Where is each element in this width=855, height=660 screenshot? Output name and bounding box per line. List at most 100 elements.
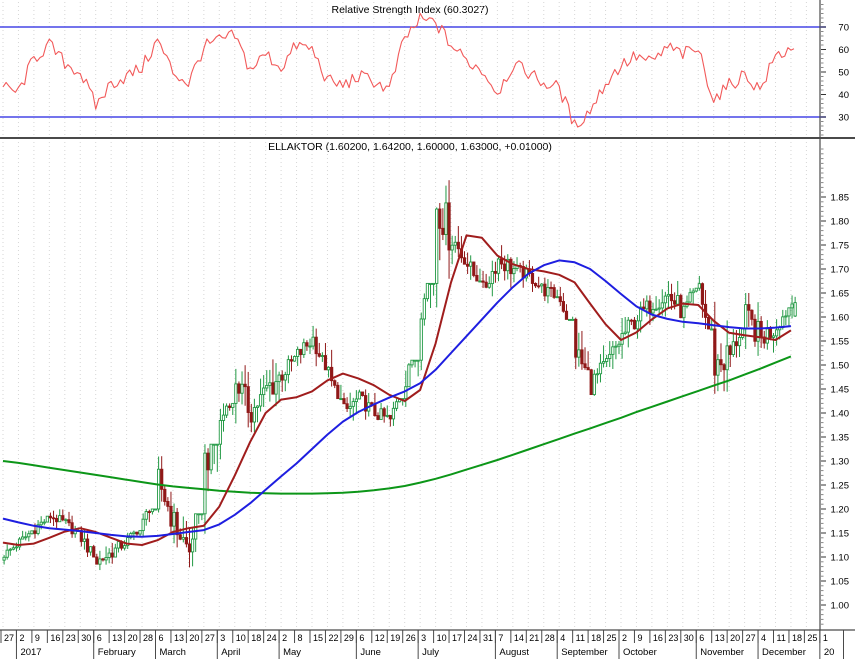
- candle-body: [734, 341, 739, 347]
- candle-body: [472, 261, 476, 276]
- candle-body: [360, 391, 365, 397]
- candle-body: [574, 318, 578, 358]
- date-label: 20: [189, 633, 199, 643]
- candle-body: [737, 337, 742, 347]
- candle-body: [784, 315, 788, 318]
- price-axis-label: 1.35: [831, 433, 850, 444]
- candle-body: [546, 286, 550, 297]
- price-axis-label: 1.60: [831, 313, 850, 324]
- candle-body: [537, 285, 541, 288]
- candle-body: [135, 531, 139, 535]
- price-axis-label: 1.05: [831, 577, 850, 588]
- month-label: June: [360, 647, 381, 658]
- candle-body: [617, 343, 621, 347]
- candle-body: [657, 307, 661, 310]
- candle-body: [141, 518, 145, 532]
- candle-body: [36, 524, 40, 534]
- candle-body: [336, 384, 340, 400]
- candle-body: [132, 531, 136, 535]
- candle-body: [299, 348, 303, 356]
- date-label: 6: [97, 633, 102, 643]
- candle-body: [153, 508, 158, 511]
- price-axis-label: 1.10: [831, 553, 850, 564]
- candle-body: [277, 374, 281, 383]
- candle-body: [17, 538, 22, 548]
- candle-body: [221, 414, 226, 421]
- candle-body: [351, 401, 355, 407]
- candle-body: [549, 286, 553, 289]
- candle-body: [95, 556, 99, 565]
- candle-body: [577, 349, 581, 358]
- candle-body: [419, 318, 423, 361]
- date-label: 6: [359, 633, 364, 643]
- candle-body: [744, 304, 748, 330]
- candle-body: [642, 306, 646, 310]
- candle-body: [51, 517, 56, 520]
- candle-body: [271, 382, 275, 395]
- month-label: July: [422, 647, 439, 658]
- date-label: 28: [143, 633, 153, 643]
- date-label: 8: [298, 633, 303, 643]
- date-label: 24: [468, 633, 478, 643]
- candle-body: [11, 547, 15, 550]
- month-label: December: [762, 647, 806, 658]
- candle-body: [302, 342, 306, 356]
- date-label: 10: [437, 633, 447, 643]
- candle-body: [663, 295, 667, 304]
- candle-body: [493, 271, 498, 274]
- candle-body: [249, 412, 253, 423]
- candle-body: [771, 335, 776, 338]
- candle-body: [775, 329, 779, 337]
- candle-body: [768, 328, 773, 338]
- candle-body: [787, 307, 791, 317]
- candle-body: [530, 272, 535, 284]
- candle-body: [487, 283, 491, 288]
- candle-body: [645, 300, 649, 310]
- candle-body: [181, 537, 185, 540]
- date-label: 20: [128, 633, 138, 643]
- candle-body: [598, 362, 603, 375]
- candle-body: [713, 328, 717, 376]
- candle-body: [707, 316, 711, 330]
- candle-body: [608, 353, 612, 360]
- candle-body: [558, 296, 562, 302]
- candle-body: [92, 546, 96, 558]
- candle-body: [651, 309, 655, 314]
- candle-body: [552, 287, 556, 298]
- date-label: 2: [282, 633, 287, 643]
- date-label: 23: [668, 633, 678, 643]
- date-label: 18: [792, 633, 802, 643]
- moving-average-short-line: [2, 234, 792, 546]
- date-label: 11: [777, 633, 786, 643]
- candle-body: [89, 546, 93, 553]
- candle-body: [462, 257, 467, 265]
- candle-body: [190, 538, 195, 553]
- month-label: 2017: [20, 647, 41, 658]
- candle-body: [67, 519, 71, 524]
- candle-body: [533, 283, 538, 287]
- candle-body: [107, 552, 111, 558]
- candle-body: [635, 320, 640, 330]
- candle-body: [394, 401, 399, 409]
- date-label: 30: [81, 633, 91, 643]
- candle-body: [82, 538, 87, 542]
- candle-body: [320, 355, 324, 358]
- date-label: 18: [591, 633, 601, 643]
- candle-body: [725, 345, 729, 371]
- candle-body: [150, 508, 155, 513]
- candle-body: [184, 537, 189, 545]
- candle-body: [484, 281, 488, 288]
- candle-body: [509, 258, 513, 275]
- date-label: 4: [761, 633, 766, 643]
- date-label: 31: [483, 633, 493, 643]
- candle-body: [466, 263, 470, 267]
- rsi-axis-label: 50: [838, 68, 849, 79]
- rsi-pane-title: Relative Strength Index (60.3027): [331, 4, 489, 16]
- rsi-line: [2, 12, 795, 128]
- candle-body: [626, 319, 630, 333]
- candle-body: [407, 364, 411, 388]
- candle-body: [750, 309, 754, 320]
- moving-average-medium-line: [2, 259, 791, 538]
- rsi-axis-label: 40: [838, 90, 849, 101]
- candle-body: [379, 408, 383, 420]
